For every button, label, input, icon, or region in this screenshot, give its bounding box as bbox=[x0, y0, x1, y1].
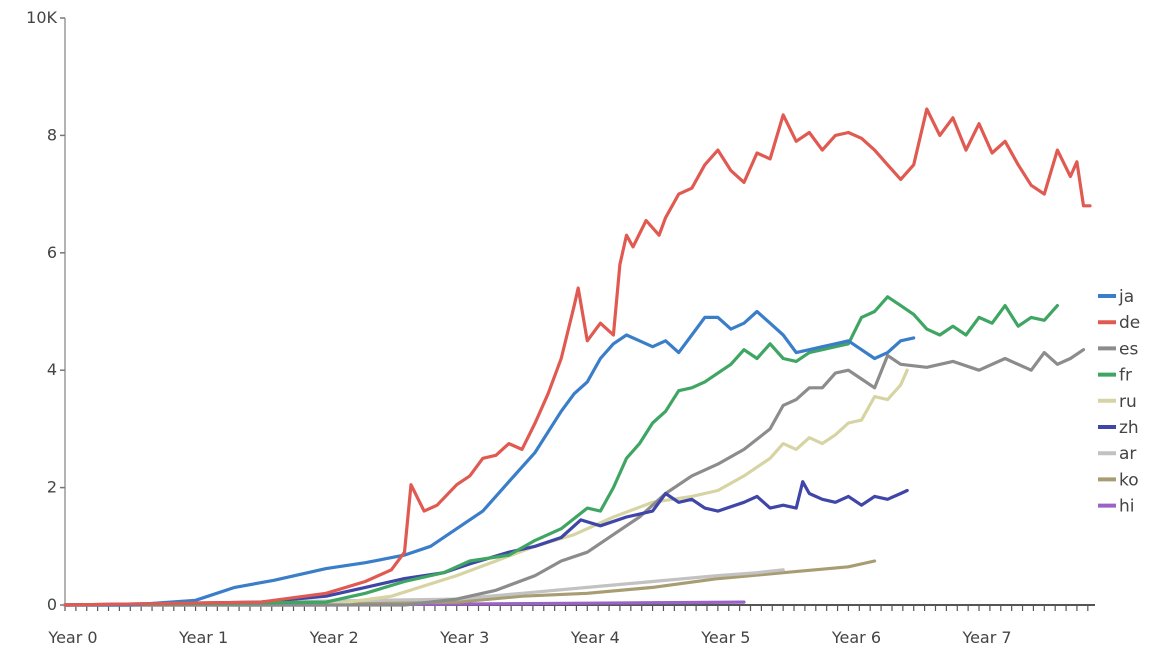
series-line-de bbox=[63, 107, 1092, 607]
legend-label-fr: fr bbox=[1119, 366, 1132, 386]
y-tick-label: 6 bbox=[47, 243, 57, 262]
x-axis: Year 0 Year 1 Year 2 Year 3 Year 4 Year 5 Year… bbox=[47, 604, 1095, 647]
series-line-es bbox=[63, 348, 1086, 607]
y-tick-label: 2 bbox=[47, 478, 57, 497]
x-tick-label: Year 0 bbox=[47, 628, 97, 647]
series-line-fr bbox=[63, 295, 1059, 607]
series-line-ja bbox=[63, 309, 916, 607]
legend-label-ko: ko bbox=[1119, 470, 1139, 490]
x-tick-label: Year 5 bbox=[700, 628, 750, 647]
y-tick-label: 8 bbox=[47, 125, 57, 144]
x-tick-label: Year 6 bbox=[831, 628, 881, 647]
x-tick-label: Year 1 bbox=[178, 628, 228, 647]
series-line-ko bbox=[63, 559, 877, 607]
legend-label-hi: hi bbox=[1119, 497, 1135, 517]
y-axis: 0 2 4 6 8 10K bbox=[26, 8, 66, 614]
x-tick-label: Year 4 bbox=[570, 628, 620, 647]
x-tick-label: Year 3 bbox=[439, 628, 489, 647]
x-tick-label: Year 7 bbox=[961, 628, 1011, 647]
y-tick-label: 0 bbox=[47, 595, 57, 614]
legend-label-ru: ru bbox=[1119, 392, 1137, 412]
y-tick-label: 4 bbox=[47, 360, 57, 379]
legend-label-de: de bbox=[1119, 313, 1140, 333]
y-tick-label: 10K bbox=[26, 8, 57, 27]
legend-label-ja: ja bbox=[1118, 287, 1134, 307]
legend-label-ar: ar bbox=[1119, 444, 1136, 464]
x-tick-label: Year 2 bbox=[309, 628, 359, 647]
legend-label-zh: zh bbox=[1119, 418, 1139, 438]
series-line-ru bbox=[63, 368, 909, 607]
series-line-zh bbox=[63, 480, 909, 607]
series-layer bbox=[63, 107, 1092, 607]
legend: ja de es fr ru zh ar ko hi bbox=[1098, 287, 1140, 517]
legend-label-es: es bbox=[1119, 339, 1138, 359]
